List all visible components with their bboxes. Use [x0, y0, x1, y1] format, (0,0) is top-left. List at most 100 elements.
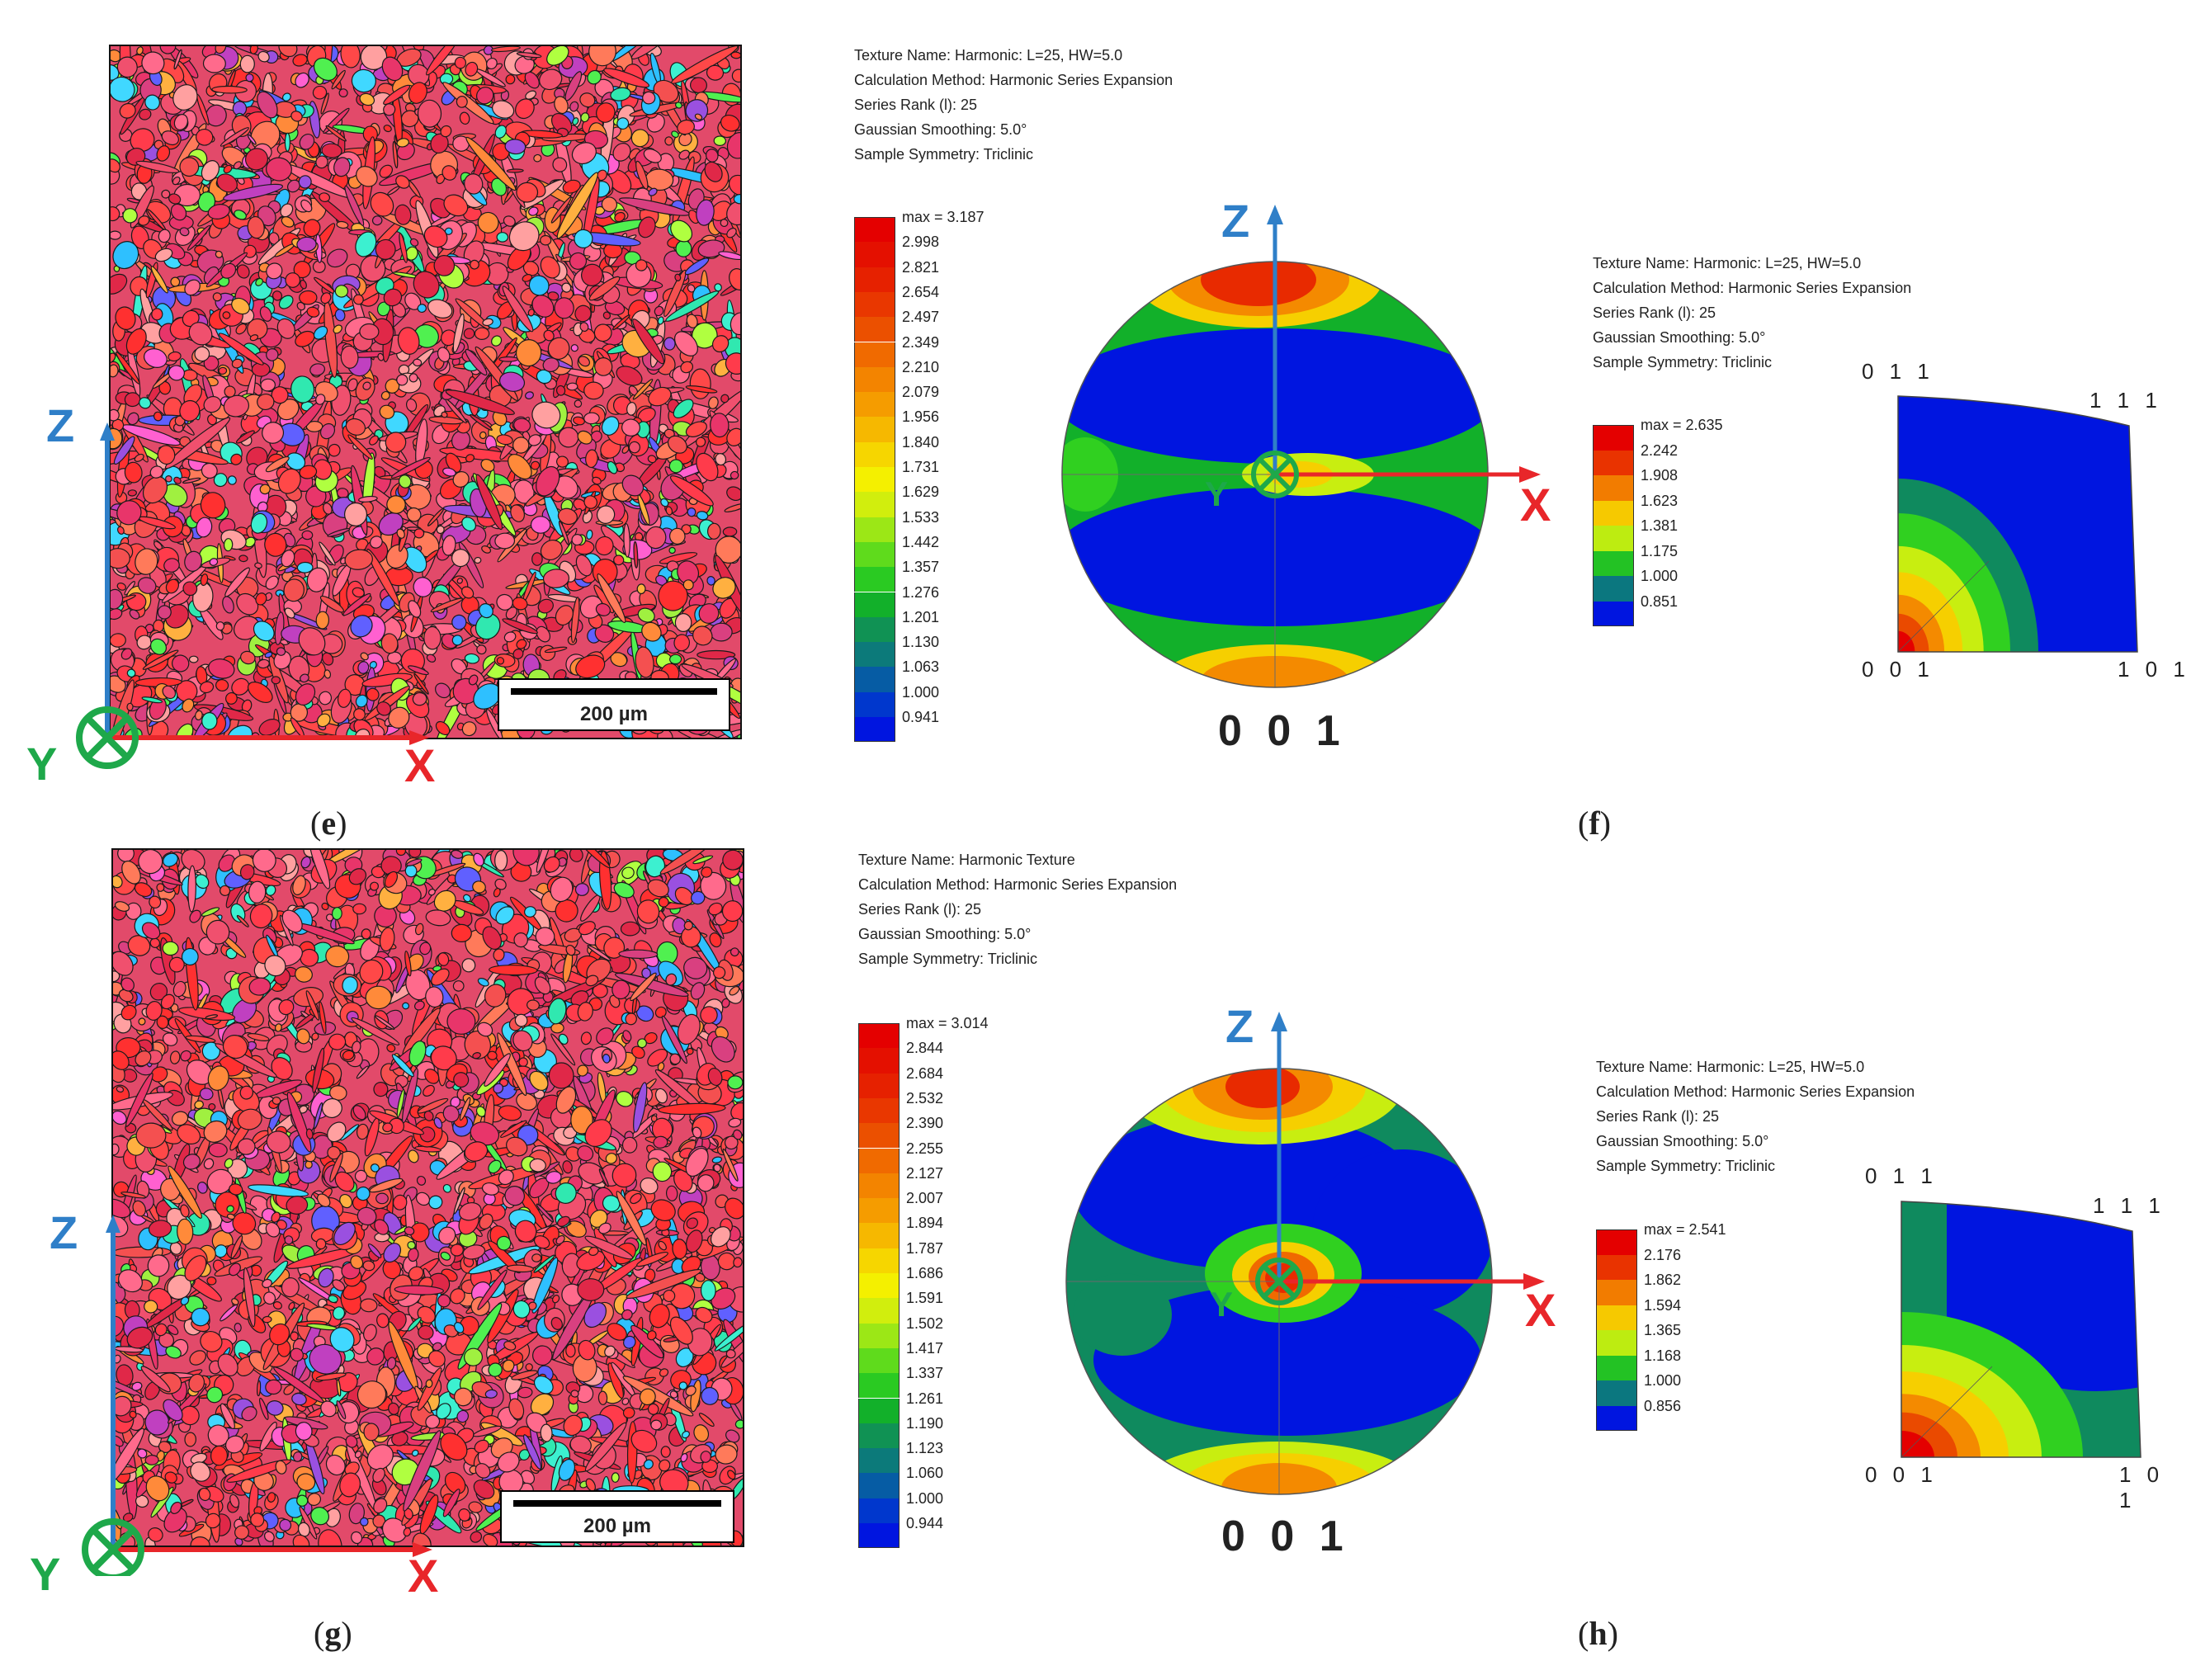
panel-label-f: (f)	[1578, 805, 1611, 842]
pf-axis-z-label-f: Z	[1221, 195, 1250, 247]
legend-value: 2.349	[902, 333, 940, 351]
pf-axis-x-label-f: X	[1520, 479, 1551, 531]
legend-swatch	[854, 441, 895, 467]
legend-swatch	[1593, 526, 1634, 551]
legend-value: 2.255	[906, 1140, 944, 1157]
legend-swatch	[1596, 1229, 1637, 1255]
legend-value: max = 3.187	[902, 209, 985, 225]
legend-value: 0.856	[1644, 1397, 1682, 1414]
ipf-legend-h: max = 2.541 2.176 1.862 1.594 1.365 1.168 1.00…	[1596, 1222, 1761, 1431]
legend-value: 0.851	[1641, 592, 1679, 610]
legend-swatch	[1593, 550, 1634, 576]
axes-triad-g	[82, 1215, 432, 1576]
legend-value: max = 2.635	[1641, 417, 1723, 433]
pf-axis-y-label-f: Y	[1205, 474, 1229, 513]
legend-value: 1.862	[1644, 1272, 1682, 1288]
legend-swatch	[1596, 1280, 1637, 1305]
inverse-pole-figure-f	[1897, 395, 2138, 653]
legend-swatch	[1593, 450, 1634, 475]
axis-z-label-g: Z	[50, 1206, 78, 1258]
scale-bar-g: 200 µm	[500, 1490, 734, 1543]
legend-value: 1.000	[1644, 1372, 1682, 1389]
legend-value: 1.337	[906, 1365, 944, 1382]
legend-value: 2.998	[902, 234, 940, 251]
inverse-pole-figure-h	[1901, 1201, 2141, 1458]
legend-value: 1.442	[902, 533, 940, 550]
pf-axis-x-label-h: X	[1525, 1284, 1556, 1336]
legend-swatch	[1596, 1380, 1637, 1406]
legend-swatch	[854, 392, 895, 418]
ipf-corner-111-f: 1 1 1	[2089, 388, 2162, 413]
legend-swatch	[858, 1198, 900, 1224]
legend-value: 1.190	[906, 1414, 944, 1432]
legend-swatch	[858, 1473, 900, 1498]
legend-value: 1.123	[906, 1440, 944, 1457]
legend-value: 1.502	[906, 1314, 944, 1332]
scale-bar-e: 200 µm	[498, 678, 730, 731]
legend-value: 2.654	[902, 283, 940, 300]
ebsd-map-e	[109, 45, 742, 739]
legend-value: 2.127	[906, 1164, 944, 1182]
legend-value: 2.210	[902, 358, 940, 375]
ipf-info-h: Texture Name: Harmonic: L=25, HW=5.0 Calc…	[1596, 1059, 1915, 1174]
legend-swatch	[1596, 1305, 1637, 1330]
legend-swatch	[1593, 500, 1634, 526]
legend-value: 1.000	[1641, 568, 1679, 584]
legend-swatch	[858, 1073, 900, 1098]
legend-value: 2.821	[902, 258, 940, 276]
legend-swatch	[1596, 1405, 1637, 1431]
legend-swatch	[858, 1097, 900, 1124]
ipf-info-f: Texture Name: Harmonic: L=25, HW=5.0 Calc…	[1593, 255, 1912, 370]
axis-y-label-g: Y	[30, 1548, 61, 1600]
ipf-corner-111-h: 1 1 1	[2093, 1193, 2165, 1218]
legend-value: 1.417	[906, 1339, 944, 1357]
legend-value: 2.242	[1641, 441, 1679, 459]
legend-swatch	[858, 1048, 900, 1074]
axis-y-label-e: Y	[26, 738, 58, 790]
legend-value: 1.908	[1641, 467, 1679, 484]
legend-value: max = 3.014	[906, 1015, 989, 1031]
legend-swatch	[854, 691, 895, 717]
legend-value: 2.684	[906, 1064, 944, 1082]
legend-swatch	[854, 317, 895, 342]
legend-value: 1.000	[906, 1489, 944, 1507]
legend-value: 1.533	[902, 508, 940, 526]
legend-value: 1.840	[902, 433, 940, 451]
scale-bar-label: 200 µm	[580, 703, 648, 725]
legend-value: 1.168	[1644, 1347, 1682, 1364]
legend-swatch	[858, 1223, 900, 1248]
legend-value: 2.497	[902, 309, 940, 326]
legend-swatch	[1593, 576, 1634, 602]
ipf-corner-101-h: 1 0 1	[2119, 1462, 2165, 1512]
legend-value: 2.390	[906, 1115, 944, 1132]
pf-legend-h: max = 3.014 2.844 2.684 2.532 2.390 2.255 2.12…	[858, 1016, 1023, 1549]
legend-value: 1.175	[1641, 542, 1679, 559]
legend-swatch	[858, 1248, 900, 1273]
legend-swatch	[854, 492, 895, 517]
pf-info-f: Texture Name: Harmonic: L=25, HW=5.0 Calc…	[854, 47, 1173, 163]
legend-value: 1.381	[1641, 517, 1679, 534]
pole-figure-f	[1061, 205, 1541, 688]
legend-value: 2.079	[902, 384, 940, 401]
legend-value: 1.261	[906, 1390, 944, 1407]
legend-swatch	[858, 1123, 900, 1149]
legend-swatch	[858, 1347, 900, 1374]
legend-swatch	[858, 1498, 900, 1523]
legend-value: 1.591	[906, 1290, 944, 1307]
legend-swatch	[1596, 1330, 1637, 1356]
pf-legend-f: max = 3.187 2.998 2.821 2.654 2.497 2.349 2.21…	[854, 210, 1019, 743]
legend-value: max = 2.541	[1644, 1221, 1726, 1238]
legend-swatch	[858, 1448, 900, 1474]
legend-swatch	[854, 592, 895, 617]
legend-swatch	[858, 1423, 900, 1449]
legend-swatch	[854, 667, 895, 692]
legend-swatch	[858, 1323, 900, 1348]
legend-swatch	[1596, 1254, 1637, 1280]
ipf-corner-011-h: 0 1 1	[1865, 1163, 1938, 1188]
legend-swatch	[854, 267, 895, 292]
legend-value: 1.623	[1641, 492, 1679, 509]
legend-swatch	[854, 366, 895, 393]
legend-value: 0.941	[902, 709, 940, 725]
legend-swatch	[854, 567, 895, 592]
legend-value: 1.130	[902, 634, 940, 651]
